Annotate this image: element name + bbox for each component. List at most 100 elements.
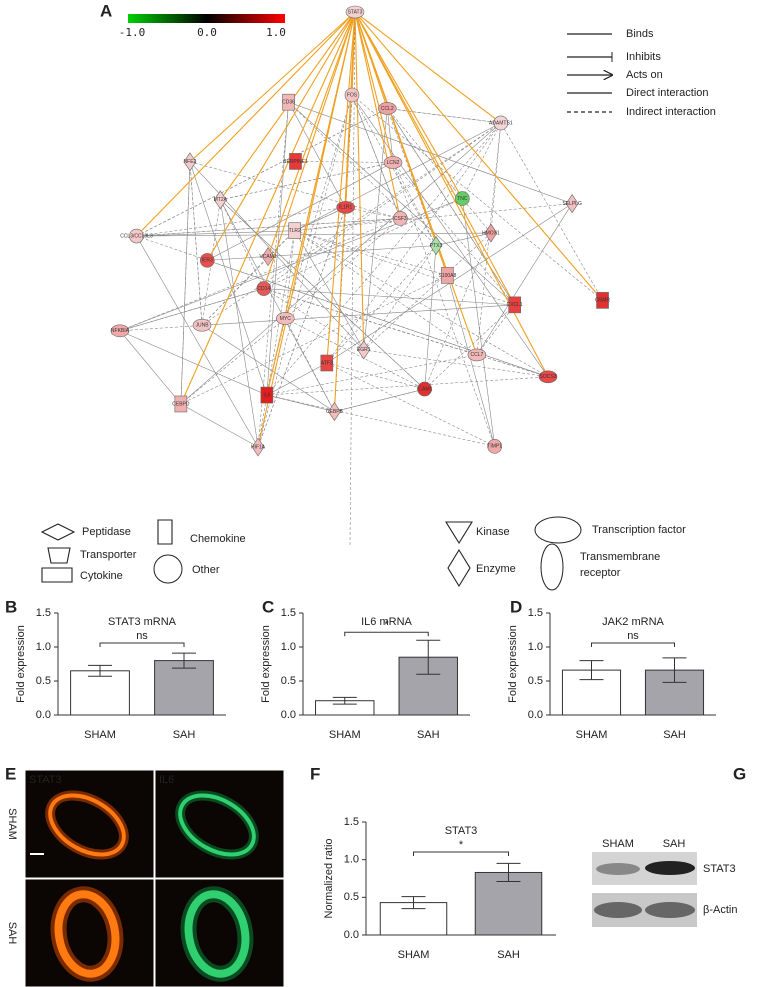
network-node (538, 370, 558, 384)
legend-text: Inhibits (626, 51, 661, 63)
x-tick-label: SHAM (329, 729, 361, 741)
group-label: SHAM (6, 808, 18, 840)
network-edge (119, 330, 182, 405)
colorbar-label: 1.0 (266, 26, 286, 39)
colorbar-label: 0.0 (197, 26, 217, 39)
y-axis-label: Fold expression (507, 625, 519, 703)
error-bar (332, 696, 357, 705)
network-edge (220, 162, 394, 201)
network-edge (326, 362, 425, 390)
network-edge (345, 11, 356, 208)
network-node (336, 201, 355, 214)
panel-letter: D (510, 597, 522, 616)
node-label: CCL2 (381, 106, 394, 112)
shape-icon (41, 567, 73, 583)
network-edge (354, 11, 463, 199)
node-label: CXCL1 (507, 302, 523, 308)
network-edge (363, 108, 388, 350)
panel-letter: C (262, 597, 274, 616)
y-tick-label: 1.0 (528, 641, 543, 653)
panel-letter: F (310, 764, 320, 783)
network-edge (349, 11, 356, 546)
network: STAT3 FOS HIF1A CEBPD NFKBIA CCL3/CCL3L3 NFE2 C… (110, 5, 610, 546)
network-node (467, 348, 487, 362)
x-tick-label: SAH (663, 729, 686, 741)
network-edge (354, 11, 394, 163)
network-edge (326, 245, 437, 364)
node-label: LCN2 (387, 160, 400, 166)
panel-letter: E (5, 764, 16, 783)
network-edge (136, 230, 295, 237)
network-edge (387, 108, 515, 306)
network-edge (266, 354, 477, 396)
shape-legend-text: Enzyme (476, 563, 516, 575)
node-label: IL6 (263, 392, 270, 398)
stain-label: IL6 (159, 774, 174, 786)
node-label: ICAM1 (417, 386, 433, 392)
error-bar (496, 862, 521, 883)
network-node (213, 190, 227, 210)
network-edge (294, 230, 515, 306)
shape-icon (40, 523, 76, 541)
network-edge (285, 218, 401, 319)
panel-letter: A (100, 1, 112, 20)
node-label: JUNB (195, 323, 209, 329)
network-node (378, 102, 397, 115)
network-edge (294, 230, 478, 356)
node-label: HMOX1 (482, 230, 500, 236)
network-node (484, 223, 498, 243)
network-edge (294, 207, 346, 231)
y-tick-label: 1.5 (36, 607, 51, 619)
network-node (487, 439, 502, 454)
network-edge (354, 11, 448, 276)
error-bar (172, 652, 196, 669)
network-node (320, 354, 334, 372)
x-tick-label: SHAM (84, 729, 116, 741)
network-edge (294, 218, 401, 232)
y-tick-label: 1.5 (344, 816, 359, 828)
vessel-ring (48, 793, 126, 857)
network-edge (136, 11, 356, 237)
network-edge (326, 11, 356, 364)
colorbar-label: -1.0 (119, 26, 146, 39)
blot-band (594, 902, 642, 918)
panel-letter: G (733, 764, 746, 783)
shape-legend-text: Cytokine (80, 570, 123, 582)
network-node (429, 236, 443, 256)
network-edge (435, 232, 491, 246)
significance-bracket (413, 851, 509, 856)
network-edge (263, 288, 515, 306)
network-edge (363, 245, 437, 351)
node-label: NFKBIA (111, 328, 130, 334)
shape-legend-text: Peptidase (82, 526, 131, 538)
node-label: CD36 (282, 100, 295, 106)
network-edge (462, 198, 495, 447)
network-edge (285, 94, 353, 319)
network-node (344, 87, 360, 103)
shape-legend-text: Kinase (476, 526, 510, 538)
blot-label: β-Actin (703, 904, 737, 916)
bar (474, 871, 543, 936)
network-node (455, 191, 470, 206)
legend-text: Indirect interaction (626, 106, 716, 118)
network-node (357, 340, 371, 360)
network-node (251, 437, 265, 457)
micrograph-panel (24, 769, 155, 879)
network-edge (392, 162, 495, 447)
shape-icon (157, 519, 173, 545)
vessel-ring (178, 793, 256, 857)
significance-label: * (459, 839, 464, 851)
network-node (441, 267, 454, 284)
network-edge (354, 11, 549, 378)
network-edge (326, 362, 495, 447)
network-edge (294, 203, 573, 232)
node-label: S100A8 (439, 273, 457, 279)
shape-icon (445, 521, 473, 545)
network-edge (220, 199, 259, 448)
node-label: ADAMTS1 (489, 120, 513, 126)
significance-label: ns (627, 630, 639, 642)
node-label: ATF3 (321, 360, 333, 366)
y-tick-label: 0.5 (281, 675, 296, 687)
significance-bracket (344, 631, 429, 637)
